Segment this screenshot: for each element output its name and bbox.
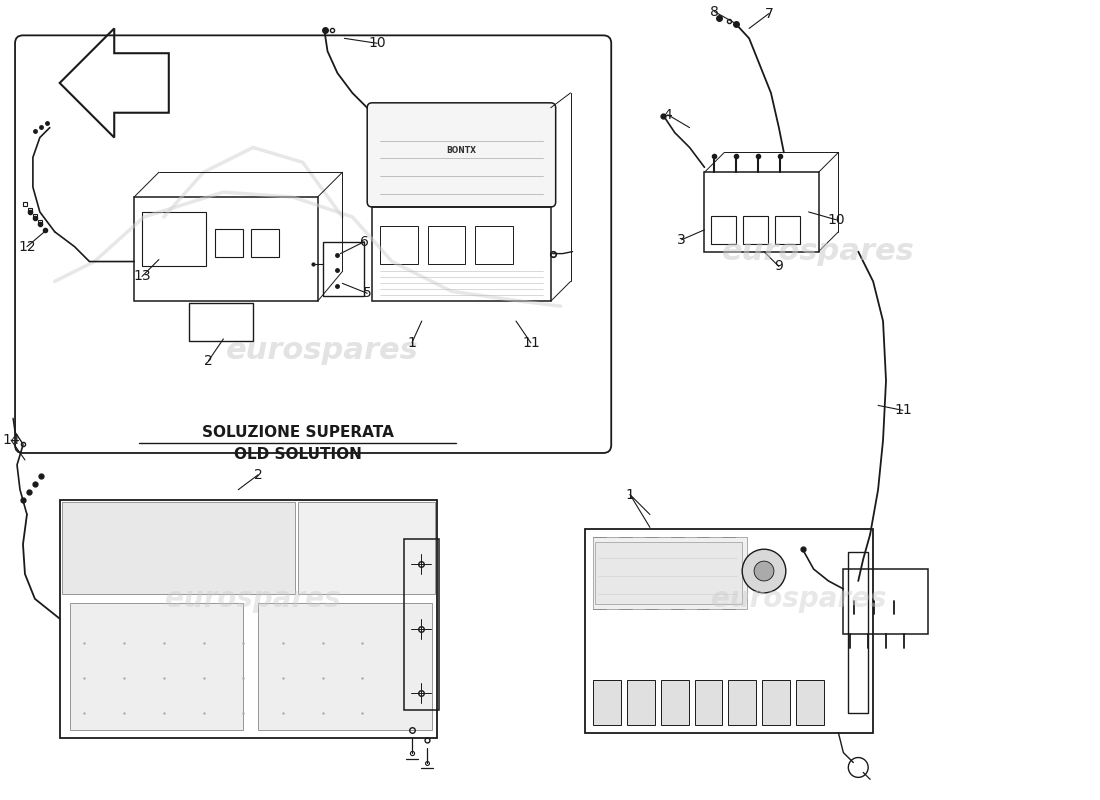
Bar — [322, 242, 364, 296]
Bar — [251, 229, 279, 257]
Text: 10: 10 — [368, 36, 386, 50]
Text: 10: 10 — [827, 213, 845, 227]
Text: eurospares: eurospares — [165, 585, 341, 613]
Bar — [728, 680, 756, 725]
Bar — [298, 502, 434, 594]
Bar — [188, 303, 253, 341]
Bar — [381, 226, 418, 263]
Text: 2: 2 — [254, 468, 263, 482]
Bar — [744, 216, 768, 244]
Text: 2: 2 — [205, 354, 213, 368]
Bar — [475, 226, 513, 263]
Bar — [69, 602, 243, 730]
Bar — [762, 680, 790, 725]
Bar — [216, 229, 243, 257]
Text: eurospares: eurospares — [227, 336, 419, 366]
Bar — [593, 680, 622, 725]
Bar — [134, 197, 318, 302]
Bar — [795, 680, 824, 725]
Text: 11: 11 — [894, 403, 912, 418]
Text: 12: 12 — [18, 240, 36, 254]
Bar — [694, 680, 723, 725]
Circle shape — [755, 561, 774, 581]
Bar — [844, 569, 927, 634]
Text: 8: 8 — [710, 5, 718, 18]
Bar — [704, 172, 818, 252]
Bar — [595, 542, 742, 604]
Bar — [258, 602, 431, 730]
Text: 14: 14 — [2, 433, 20, 447]
Text: 3: 3 — [678, 233, 686, 246]
Text: 13: 13 — [133, 270, 151, 283]
Text: 1: 1 — [626, 488, 635, 502]
Bar — [585, 530, 873, 733]
Text: 9: 9 — [774, 259, 783, 274]
Text: 1: 1 — [407, 336, 416, 350]
Text: OLD SOLUTION: OLD SOLUTION — [234, 447, 362, 462]
Text: BONTX: BONTX — [447, 146, 476, 155]
Bar — [404, 539, 439, 710]
Text: eurospares: eurospares — [723, 237, 915, 266]
Bar — [62, 502, 295, 594]
Text: 5: 5 — [363, 286, 372, 300]
Bar — [428, 226, 465, 263]
Bar — [372, 207, 551, 302]
Text: 11: 11 — [522, 336, 540, 350]
Bar — [627, 680, 654, 725]
Bar — [593, 538, 747, 609]
Bar — [142, 212, 207, 266]
Bar — [661, 680, 689, 725]
Text: 7: 7 — [764, 6, 773, 21]
Bar — [848, 552, 868, 713]
Text: eurospares: eurospares — [711, 585, 887, 613]
Circle shape — [742, 550, 785, 593]
Text: 4: 4 — [663, 108, 672, 122]
FancyBboxPatch shape — [367, 103, 556, 207]
Text: SOLUZIONE SUPERATA: SOLUZIONE SUPERATA — [201, 425, 394, 440]
Bar — [59, 500, 437, 738]
Bar — [712, 216, 736, 244]
Text: 6: 6 — [360, 234, 368, 249]
Bar — [774, 216, 800, 244]
